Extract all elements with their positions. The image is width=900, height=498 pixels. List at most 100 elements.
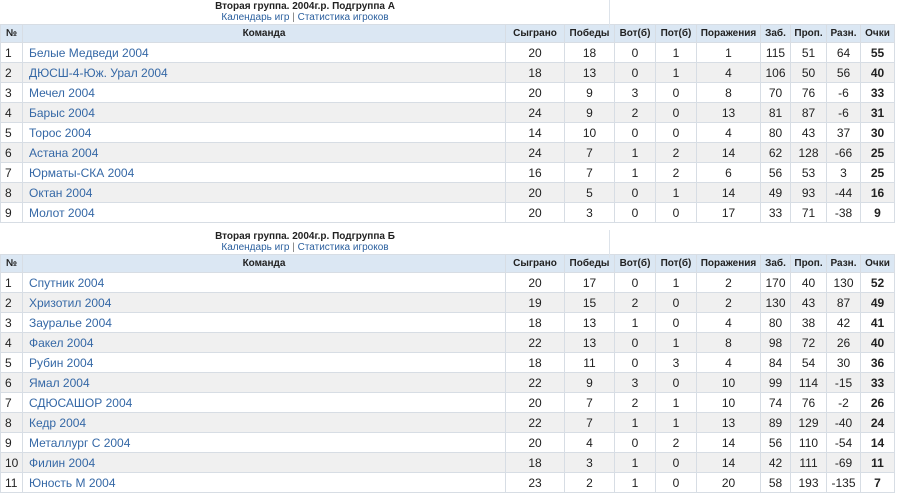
table-row: 4 Барыс 2004 24 9 2 0 13 81 87 -6 31 [0,102,895,123]
cell-wins: 11 [564,352,615,373]
standings-body: 1 Спутник 2004 20 17 0 1 2 170 40 130 52 2 Хризотил … [0,272,895,493]
caption-divider [609,230,610,258]
team-link[interactable]: Юность М 2004 [29,475,116,490]
cell-ot-losses: 0 [655,102,697,123]
cell-ot-wins: 0 [614,332,656,353]
cell-goals-against: 93 [790,182,827,203]
cell-team: Барыс 2004 [22,102,506,123]
cell-losses: 14 [696,432,761,453]
team-link[interactable]: Мечел 2004 [29,85,95,100]
cell-goals-against: 129 [790,412,827,433]
col-header-num: № [0,24,23,43]
group-title: Вторая группа. 2004г.р. Подгруппа Б [215,231,395,242]
cell-losses: 4 [696,62,761,83]
team-link[interactable]: Хризотил 2004 [29,295,112,310]
cell-goal-diff: -6 [826,102,861,123]
cell-losses: 13 [696,412,761,433]
cell-ot-losses: 1 [655,412,697,433]
team-link[interactable]: Октан 2004 [29,185,93,200]
cell-goal-diff: -135 [826,472,861,493]
col-header-ot-losses: Пот(б) [655,254,697,273]
cell-goals-for: 49 [760,182,791,203]
cell-points: 11 [860,452,895,473]
cell-goals-for: 74 [760,392,791,413]
team-link[interactable]: Кедр 2004 [29,415,87,430]
cell-goal-diff: -6 [826,82,861,103]
player-stats-link[interactable]: Статистика игроков [297,12,389,23]
team-link[interactable]: Спутник 2004 [29,275,105,290]
team-link[interactable]: Астана 2004 [29,145,99,160]
cell-goals-against: 76 [790,392,827,413]
col-header-goals-for: Заб. [760,24,791,43]
cell-ot-wins: 3 [614,82,656,103]
group-links: Календарь игр | Статистика игроков [0,242,610,254]
cell-ot-wins: 2 [614,102,656,123]
team-link[interactable]: Зауралье 2004 [29,315,112,330]
table-header-row: № Команда Сыграно Победы Вот(б) Пот(б) П… [0,254,895,273]
cell-ot-wins: 1 [614,472,656,493]
table-row: 7 СДЮСАШОР 2004 20 7 2 1 10 74 76 -2 26 [0,392,895,413]
cell-goals-for: 99 [760,372,791,393]
cell-goals-against: 76 [790,82,827,103]
cell-team: Кедр 2004 [22,412,506,433]
cell-ot-wins: 1 [614,162,656,183]
cell-points: 41 [860,312,895,333]
cell-wins: 4 [564,432,615,453]
cell-goal-diff: 26 [826,332,861,353]
player-stats-link[interactable]: Статистика игроков [297,242,389,253]
table-row: 6 Астана 2004 24 7 1 2 14 62 128 -66 25 [0,142,895,163]
table-row: 5 Торос 2004 14 10 0 0 4 80 43 37 30 [0,122,895,143]
team-link[interactable]: СДЮСАШОР 2004 [29,395,133,410]
cell-goals-against: 50 [790,62,827,83]
calendar-link[interactable]: Календарь игр [221,242,290,253]
cell-position: 5 [0,122,23,143]
calendar-link[interactable]: Календарь игр [221,12,290,23]
col-header-losses: Поражения [696,24,761,43]
team-link[interactable]: Барыс 2004 [29,105,95,120]
cell-wins: 3 [564,202,615,223]
cell-team: Филин 2004 [22,452,506,473]
cell-goals-against: 40 [790,272,827,293]
table-row: 1 Спутник 2004 20 17 0 1 2 170 40 130 52 [0,272,895,293]
team-link[interactable]: Рубин 2004 [29,355,94,370]
cell-goals-for: 170 [760,272,791,293]
cell-losses: 14 [696,182,761,203]
cell-ot-losses: 2 [655,142,697,163]
cell-played: 22 [505,332,565,353]
team-link[interactable]: Факел 2004 [29,335,94,350]
team-link[interactable]: ДЮСШ-4-Юж. Урал 2004 [29,65,168,80]
team-link[interactable]: Юрматы-СКА 2004 [29,165,135,180]
standings-body: 1 Белые Медведи 2004 20 18 0 1 1 115 51 64 55 2 ДЮСШ… [0,42,895,223]
team-link[interactable]: Белые Медведи 2004 [29,45,149,60]
team-link[interactable]: Молот 2004 [29,205,95,220]
cell-played: 23 [505,472,565,493]
team-link[interactable]: Металлург С 2004 [29,435,131,450]
table-row: 2 ДЮСШ-4-Юж. Урал 2004 18 13 0 1 4 106 50 56 40 [0,62,895,83]
cell-ot-wins: 0 [614,272,656,293]
table-row: 7 Юрматы-СКА 2004 16 7 1 2 6 56 53 3 25 [0,162,895,183]
cell-goal-diff: -38 [826,202,861,223]
col-header-goal-diff: Разн. [826,24,861,43]
group-title: Вторая группа. 2004г.р. Подгруппа А [215,1,395,12]
cell-goal-diff: -40 [826,412,861,433]
cell-team: Юность М 2004 [22,472,506,493]
team-link[interactable]: Ямал 2004 [29,375,90,390]
cell-goal-diff: -66 [826,142,861,163]
team-link[interactable]: Филин 2004 [29,455,96,470]
cell-goal-diff: 3 [826,162,861,183]
cell-team: Октан 2004 [22,182,506,203]
cell-goals-for: 115 [760,42,791,63]
cell-points: 25 [860,142,895,163]
cell-position: 6 [0,142,23,163]
cell-points: 55 [860,42,895,63]
cell-position: 11 [0,472,23,493]
cell-ot-wins: 1 [614,142,656,163]
cell-ot-wins: 1 [614,452,656,473]
cell-losses: 8 [696,332,761,353]
cell-goals-against: 114 [790,372,827,393]
cell-goal-diff: -44 [826,182,861,203]
group-caption: Вторая группа. 2004г.р. Подгруппа Б Кале… [0,230,610,254]
team-link[interactable]: Торос 2004 [29,125,92,140]
cell-played: 18 [505,352,565,373]
cell-goals-against: 128 [790,142,827,163]
